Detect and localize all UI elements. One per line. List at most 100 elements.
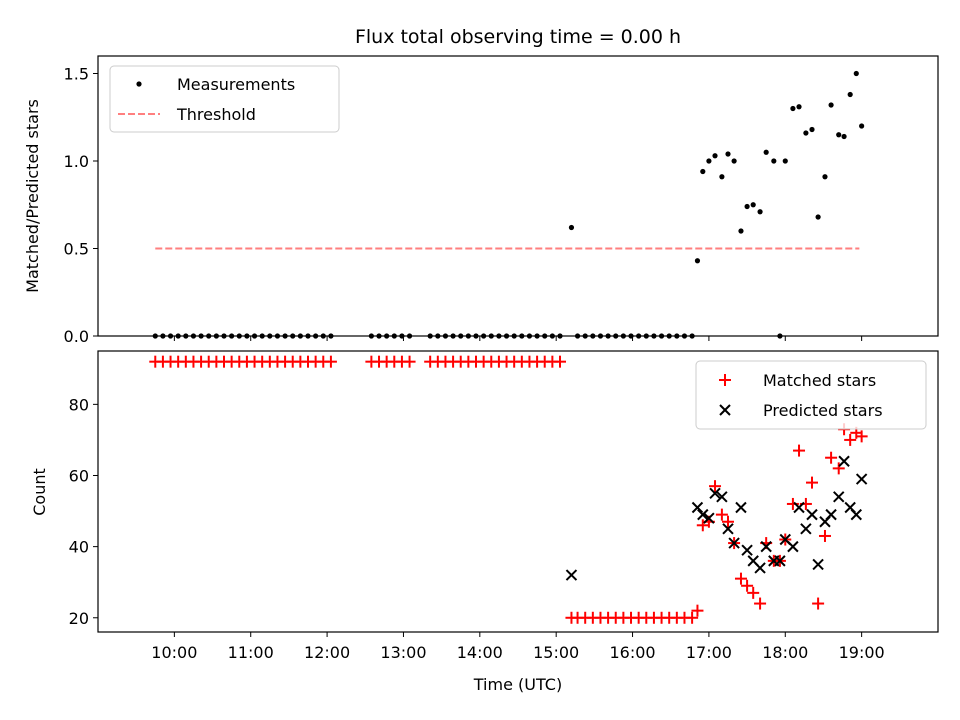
matched-stars-point bbox=[734, 572, 747, 585]
matched-stars-point bbox=[786, 497, 799, 510]
predicted-stars-point bbox=[691, 501, 704, 514]
matched-stars-point bbox=[686, 611, 699, 624]
predicted-stars-point bbox=[728, 537, 740, 549]
legend-matched-label: Matched stars bbox=[763, 371, 876, 390]
matched-stars-point bbox=[747, 586, 760, 599]
measurement-point bbox=[712, 153, 718, 159]
matched-stars-point bbox=[832, 462, 845, 475]
bottom-x-tick-label: 15:00 bbox=[533, 643, 579, 662]
matched-stars-point bbox=[818, 529, 831, 542]
measurement-point bbox=[763, 149, 769, 155]
predicted-stars-point bbox=[741, 544, 753, 556]
chart-title: Flux total observing time = 0.00 h bbox=[355, 26, 681, 48]
predicted-stars-point bbox=[774, 555, 786, 567]
measurement-point bbox=[738, 228, 744, 234]
predicted-stars-point bbox=[838, 455, 850, 467]
legend-matched-marker bbox=[719, 374, 731, 386]
measurement-point bbox=[719, 174, 725, 180]
legend-predicted-marker bbox=[719, 404, 731, 416]
predicted-stars-point bbox=[754, 562, 766, 574]
measurement-point bbox=[750, 202, 756, 208]
measurement-point bbox=[782, 158, 788, 164]
predicted-stars-point bbox=[800, 523, 812, 535]
bottom-x-tick-label: 12:00 bbox=[304, 643, 350, 662]
bottom-y-tick-label: 40 bbox=[69, 538, 89, 557]
predicted-stars-point bbox=[716, 491, 728, 503]
predicted-stars-point bbox=[825, 508, 837, 521]
matched-stars-point bbox=[855, 430, 868, 443]
measurement-point bbox=[828, 102, 834, 108]
measurement-point bbox=[859, 123, 865, 129]
measurement-point bbox=[757, 209, 763, 215]
measurement-point bbox=[694, 258, 701, 264]
measurement-point bbox=[815, 214, 821, 220]
bottom-legend: Matched stars Predicted stars bbox=[695, 360, 927, 430]
bottom-x-tick-label: 17:00 bbox=[686, 643, 732, 662]
predicted-stars-point bbox=[709, 487, 721, 499]
matched-stars-point bbox=[722, 515, 734, 528]
matched-stars-point bbox=[812, 597, 825, 610]
predicted-stars-point bbox=[793, 501, 805, 514]
bottom-y-axis-label: Count bbox=[30, 468, 49, 516]
top-legend: Measurements Threshold bbox=[109, 65, 340, 133]
matched-stars-point bbox=[844, 433, 857, 446]
measurement-point bbox=[796, 104, 802, 110]
predicted-stars-point bbox=[722, 523, 734, 535]
bottom-y-tick-label: 60 bbox=[69, 466, 89, 485]
bottom-y-tick-label: 20 bbox=[69, 609, 89, 628]
measurement-point bbox=[744, 203, 750, 210]
matched-stars-point bbox=[709, 480, 722, 493]
bottom-y-axis: 20 40 60 80 bbox=[69, 395, 98, 628]
matched-stars-point bbox=[554, 355, 566, 368]
measurement-point bbox=[836, 132, 842, 138]
top-plot-frame bbox=[97, 55, 939, 337]
matched-stars-point bbox=[403, 355, 416, 368]
bottom-x-tick-label: 19:00 bbox=[839, 643, 885, 662]
legend-predicted-label: Predicted stars bbox=[763, 401, 883, 420]
matched-stars-point bbox=[793, 444, 806, 457]
measurement-point bbox=[790, 105, 796, 112]
measurement-point bbox=[725, 151, 731, 157]
bottom-x-tick-label: 13:00 bbox=[380, 643, 426, 662]
matched-stars-point bbox=[754, 597, 767, 610]
predicted-stars-point bbox=[703, 512, 715, 524]
measurement-point bbox=[568, 224, 575, 231]
matched-stars-point bbox=[696, 519, 709, 532]
top-y-axis-label: Matched/Predicted stars bbox=[23, 99, 42, 293]
bottom-x-tick-label: 11:00 bbox=[228, 643, 274, 662]
predicted-stars-point bbox=[806, 508, 818, 521]
measurement-point bbox=[822, 174, 828, 180]
bottom-x-tick-label: 18:00 bbox=[762, 643, 808, 662]
matched-stars-point bbox=[741, 579, 754, 592]
bottom-legend-box bbox=[695, 360, 927, 430]
measurement-point bbox=[809, 126, 815, 133]
measurement-point bbox=[771, 158, 777, 164]
measurement-point bbox=[731, 158, 737, 164]
bottom-x-tick-label: 16:00 bbox=[609, 643, 655, 662]
legend-threshold-label: Threshold bbox=[176, 105, 256, 124]
predicted-stars-point bbox=[850, 508, 862, 521]
predicted-stars-point bbox=[787, 540, 799, 553]
measurement-point bbox=[841, 133, 847, 140]
predicted-stars-point bbox=[812, 558, 824, 571]
bottom-plot-marks bbox=[149, 355, 868, 624]
measurement-point bbox=[847, 91, 853, 98]
top-legend-box bbox=[109, 65, 340, 133]
bottom-x-axis: 10:00 11:00 12:00 13:00 14:00 15:00 16:00 17:00… bbox=[151, 632, 885, 662]
top-y-tick-label: 0.0 bbox=[64, 327, 89, 346]
predicted-stars-point bbox=[833, 491, 845, 503]
matched-stars-point bbox=[715, 508, 728, 521]
top-y-tick-label: 1.0 bbox=[64, 152, 89, 171]
legend-measurements-label: Measurements bbox=[177, 75, 295, 94]
predicted-stars-point bbox=[697, 508, 709, 521]
legend-measurements-marker bbox=[136, 81, 142, 87]
bottom-x-tick-label: 14:00 bbox=[457, 643, 503, 662]
predicted-stars-point bbox=[735, 501, 747, 514]
measurement-point bbox=[803, 130, 809, 136]
bottom-x-tick-label: 10:00 bbox=[151, 643, 197, 662]
top-x-axis bbox=[173, 336, 863, 341]
predicted-stars-point bbox=[855, 473, 868, 485]
matched-stars-point bbox=[691, 604, 704, 617]
